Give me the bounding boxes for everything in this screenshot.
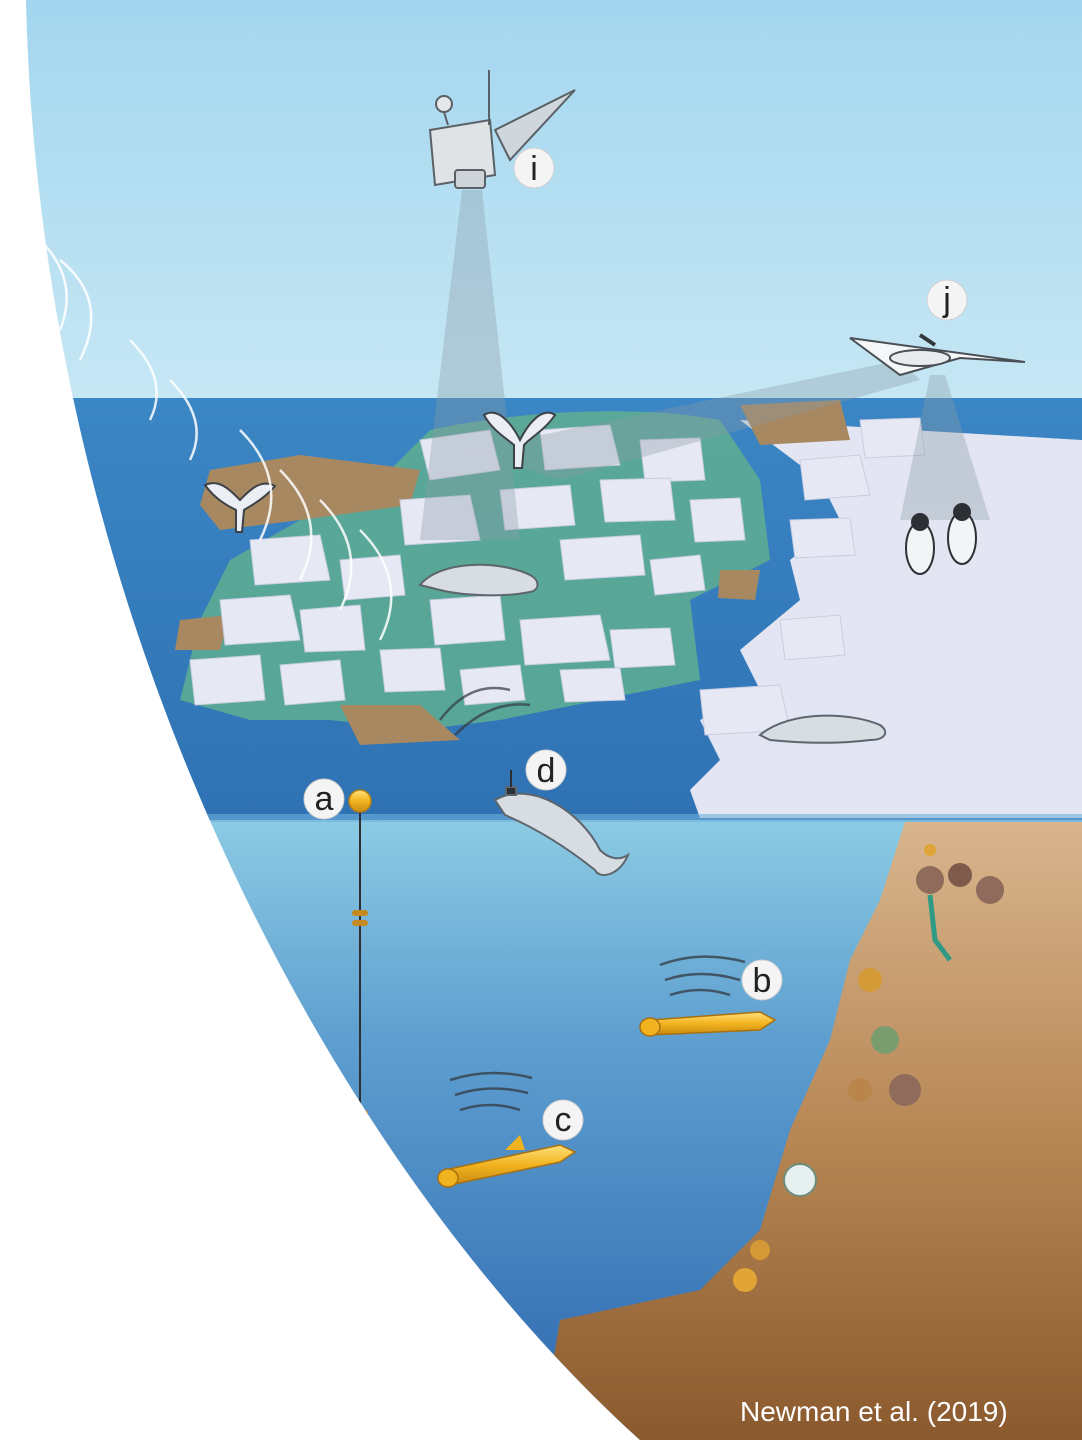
seaweed-icon <box>198 869 221 931</box>
seabed-slope <box>540 822 1082 1440</box>
acoustic-signal-arcs <box>39 239 393 641</box>
label-marker-j: j <box>926 279 968 321</box>
seal-tag-signal-arcs <box>439 686 531 736</box>
penguin-icon <box>905 503 977 575</box>
diving-seal-icon <box>493 770 631 876</box>
label-marker-a: a <box>303 778 345 820</box>
svg-text:a: a <box>315 780 334 818</box>
label-marker-c: c <box>542 1099 584 1141</box>
image-credit: Newman et al. (2019) <box>740 1396 1008 1427</box>
ice-shelf <box>690 420 1082 818</box>
sea-ice-floes <box>189 417 926 736</box>
glider-icon <box>437 1071 577 1188</box>
whale-tail-icon <box>203 411 557 533</box>
label-marker-i: i <box>513 147 555 189</box>
svg-text:c: c <box>555 1101 572 1139</box>
svg-text:j: j <box>942 281 951 319</box>
svg-text:d: d <box>537 752 556 790</box>
label-marker-b: b <box>741 959 783 1001</box>
auv-icon <box>639 955 777 1037</box>
cut-off-text: al <box>110 730 132 761</box>
drone-icon <box>849 333 1026 377</box>
seal-icon <box>418 563 887 744</box>
sensing-beams <box>420 190 990 540</box>
sky <box>26 0 1082 400</box>
label-marker-d: d <box>525 749 567 791</box>
svg-text:b: b <box>753 962 772 1000</box>
benthic-fauna-icon <box>733 844 1004 1292</box>
svg-text:i: i <box>530 150 538 188</box>
satellite-icon <box>428 70 576 189</box>
surface-patches <box>175 400 850 745</box>
